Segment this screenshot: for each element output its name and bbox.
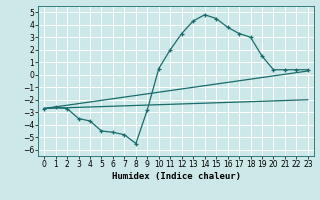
- X-axis label: Humidex (Indice chaleur): Humidex (Indice chaleur): [111, 172, 241, 181]
